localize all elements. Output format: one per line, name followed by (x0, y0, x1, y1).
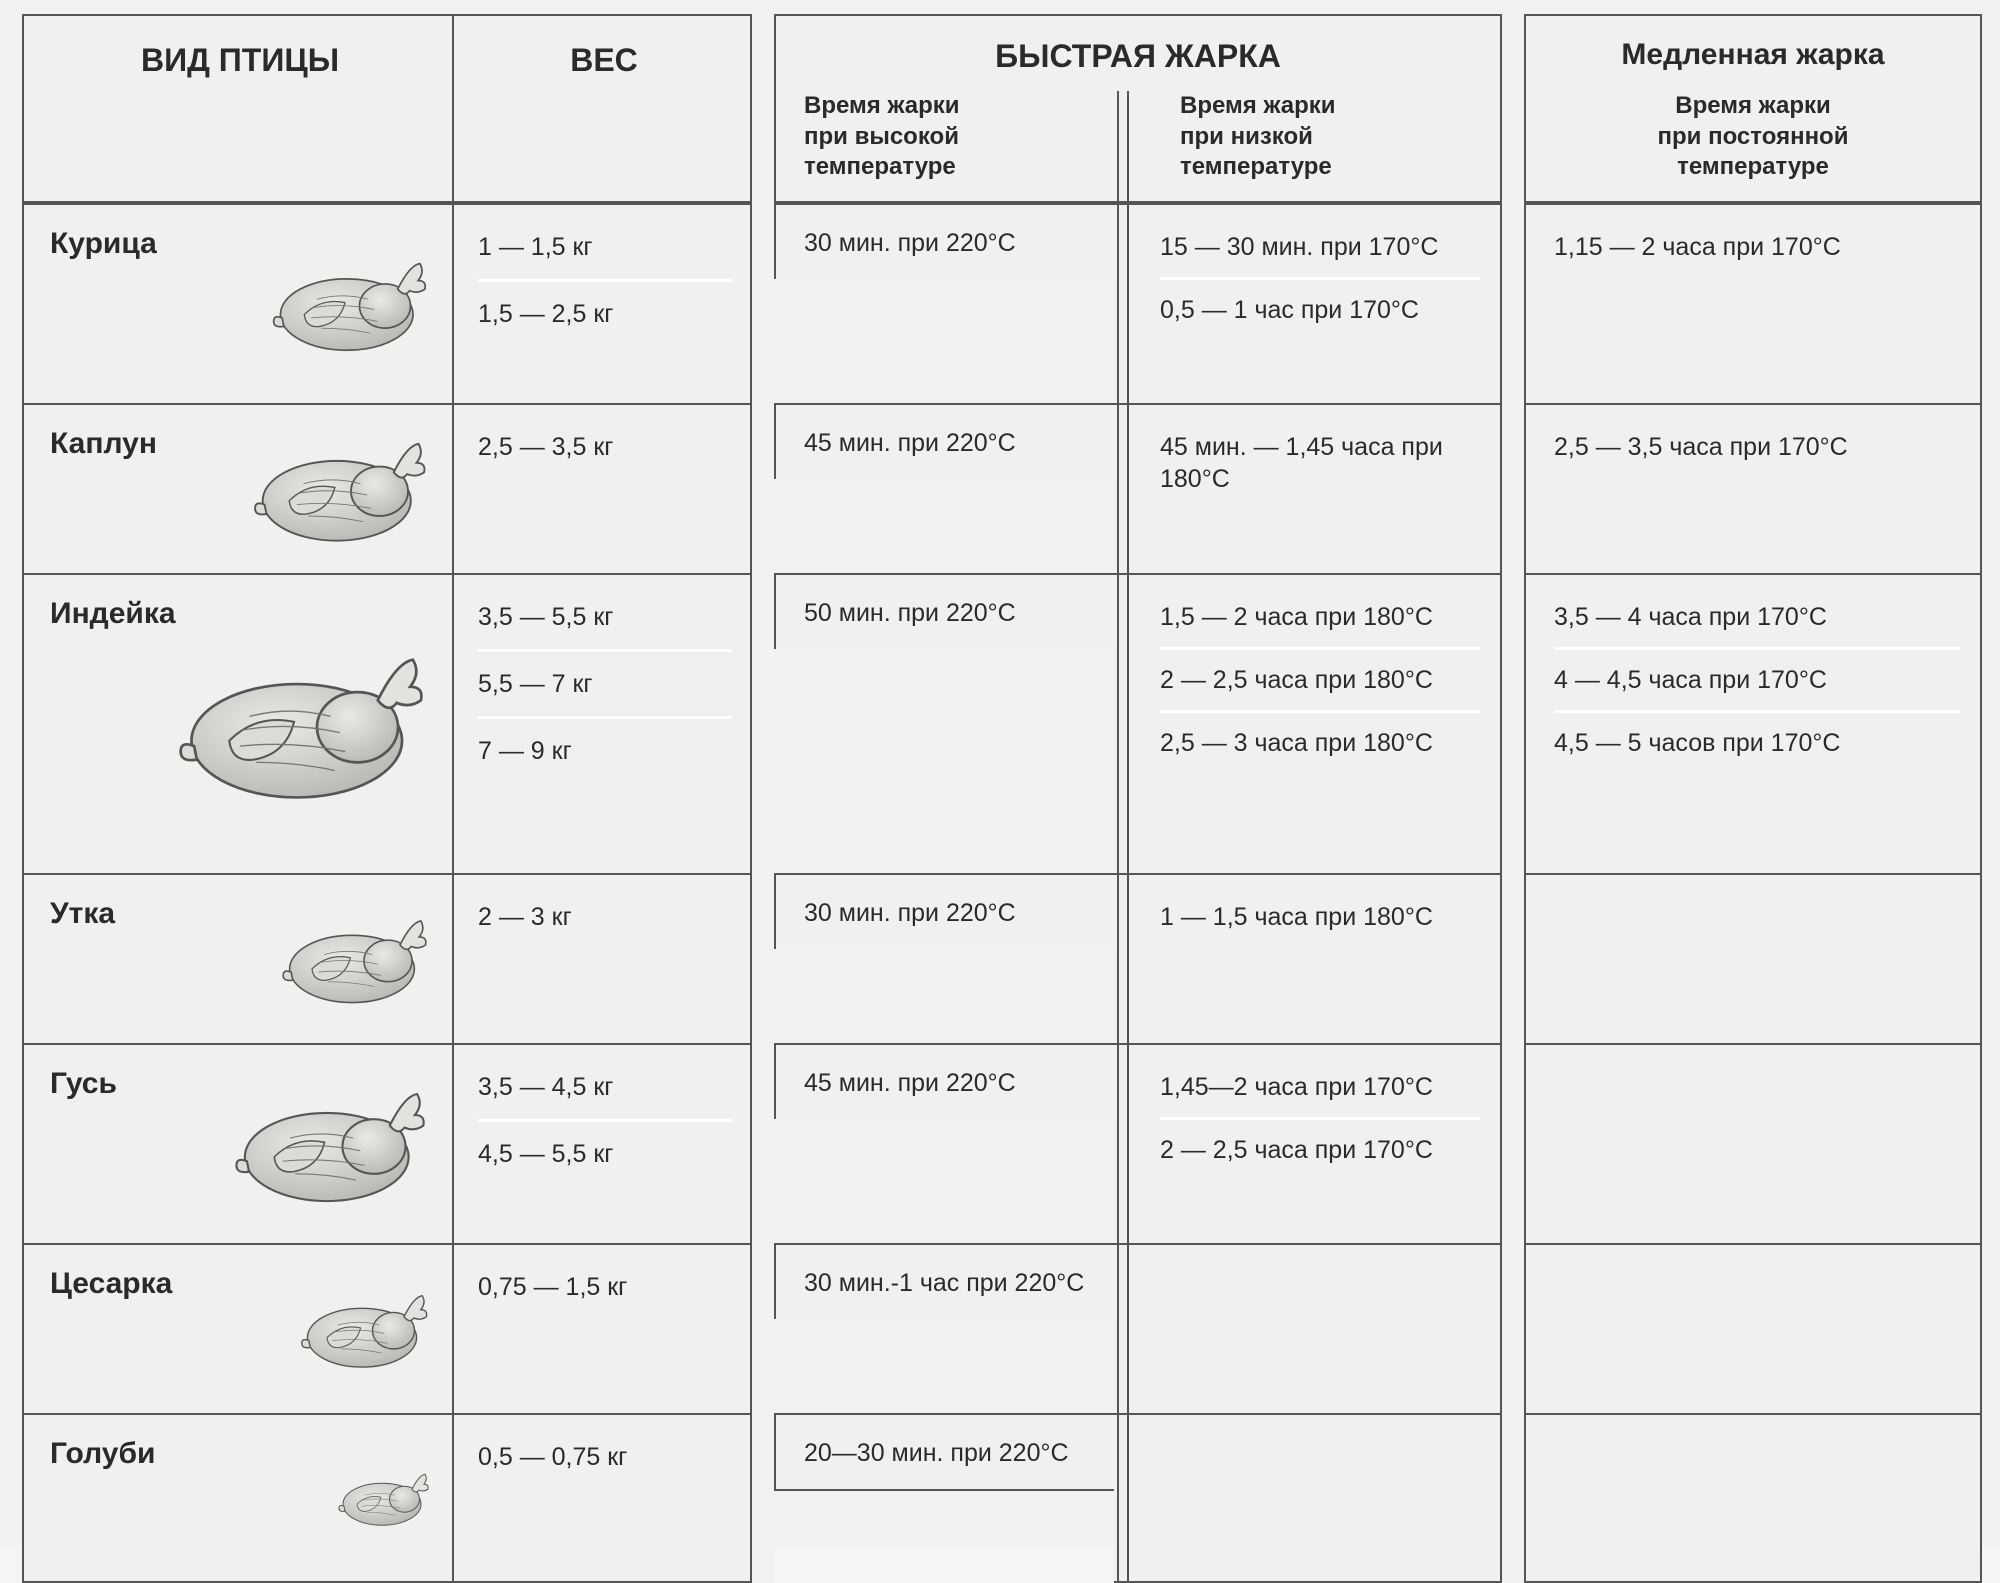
weight-value: 2 — 3 кг (478, 895, 732, 949)
header-slow-roast: Медленная жарка (1524, 14, 1982, 91)
poultry-icon (251, 434, 432, 548)
fast-high-value: 20—30 мин. при 220°C (804, 1437, 1069, 1469)
fast-high-cell: 20—30 мин. при 220°C (774, 1413, 1114, 1491)
poultry-icon (175, 646, 432, 808)
fast-low-cell: 15 — 30 мин. при 170°C0,5 — 1 час при 17… (1132, 203, 1502, 403)
fast-separator (1114, 1243, 1132, 1413)
subheader-fast-high: Время жаркипри высокойтемпературе (774, 91, 1114, 203)
slow-value: 3,5 — 4 часа при 170°C (1554, 597, 1960, 647)
fast-high-cell: 45 мин. при 220°C (774, 403, 1114, 479)
weight-cell: 2 — 3 кг (452, 873, 752, 1043)
slow-value: 1,15 — 2 часа при 170°C (1554, 227, 1960, 277)
poultry-icon (232, 1084, 432, 1210)
fast-low-value: 0,5 — 1 час при 170°C (1160, 277, 1480, 340)
weight-cell: 3,5 — 5,5 кг5,5 — 7 кг7 — 9 кг (452, 573, 752, 873)
fast-high-value: 45 мин. при 220°C (804, 1067, 1016, 1099)
weight-cell: 1 — 1,5 кг1,5 — 2,5 кг (452, 203, 752, 403)
fast-low-value: 15 — 30 мин. при 170°C (1160, 227, 1480, 277)
slow-cell: 1,15 — 2 часа при 170°C (1524, 203, 1982, 403)
weight-value: 3,5 — 5,5 кг (478, 595, 732, 649)
fast-low-value: 45 мин. — 1,45 часа при 180°C (1160, 427, 1480, 509)
bird-cell: Каплун (22, 403, 452, 573)
slow-cell: 3,5 — 4 часа при 170°C4 — 4,5 часа при 1… (1524, 573, 1982, 873)
fast-high-value: 45 мин. при 220°C (804, 427, 1016, 459)
poultry-icon (270, 255, 432, 357)
fast-high-value: 50 мин. при 220°C (804, 597, 1016, 629)
fast-high-cell: 30 мин.-1 час при 220°C (774, 1243, 1114, 1319)
slow-cell: 2,5 — 3,5 часа при 170°C (1524, 403, 1982, 573)
fast-separator (1114, 873, 1132, 1043)
weight-value: 0,75 — 1,5 кг (478, 1265, 732, 1319)
subheader-fast-low: Время жаркипри низкойтемпературе (1132, 91, 1502, 203)
fast-separator (1114, 403, 1132, 573)
subheader-slow: Время жаркипри постояннойтемпературе (1524, 91, 1982, 203)
slow-cell (1524, 1243, 1982, 1413)
bird-cell: Цесарка (22, 1243, 452, 1413)
fast-separator (1114, 1043, 1132, 1243)
fast-separator (1114, 1413, 1132, 1583)
fast-low-cell (1132, 1243, 1502, 1413)
fast-high-cell: 45 мин. при 220°C (774, 1043, 1114, 1119)
fast-low-value: 1,45—2 часа при 170°C (1160, 1067, 1480, 1117)
weight-cell: 3,5 — 4,5 кг4,5 — 5,5 кг (452, 1043, 752, 1243)
fast-separator (1114, 203, 1132, 403)
bird-cell: Индейка (22, 573, 452, 873)
poultry-roasting-table: ВИД ПТИЦЫ ВЕС БЫСТРАЯ ЖАРКА Медленная жа… (22, 14, 1982, 1583)
bird-cell: Голуби (22, 1413, 452, 1583)
slow-cell (1524, 1413, 1982, 1583)
fast-low-cell (1132, 1413, 1502, 1583)
poultry-icon (337, 1469, 432, 1529)
slow-value: 4,5 — 5 часов при 170°C (1554, 710, 1960, 773)
weight-cell: 0,5 — 0,75 кг (452, 1413, 752, 1583)
weight-value: 5,5 — 7 кг (478, 649, 732, 716)
fast-low-value: 1,5 — 2 часа при 180°C (1160, 597, 1480, 647)
fast-high-cell: 30 мин. при 220°C (774, 873, 1114, 949)
fast-low-value: 2 — 2,5 часа при 180°C (1160, 647, 1480, 710)
fast-high-cell: 30 мин. при 220°C (774, 203, 1114, 279)
subheader-separator (1114, 91, 1132, 203)
fast-low-cell: 45 мин. — 1,45 часа при 180°C (1132, 403, 1502, 573)
weight-value: 4,5 — 5,5 кг (478, 1119, 732, 1186)
fast-low-value: 2 — 2,5 часа при 170°C (1160, 1117, 1480, 1180)
bird-cell: Курица (22, 203, 452, 403)
fast-low-cell: 1,5 — 2 часа при 180°C2 — 2,5 часа при 1… (1132, 573, 1502, 873)
weight-cell: 0,75 — 1,5 кг (452, 1243, 752, 1413)
fast-high-value: 30 мин. при 220°C (804, 897, 1016, 929)
fast-low-value: 2,5 — 3 часа при 180°C (1160, 710, 1480, 773)
header-bird-type: ВИД ПТИЦЫ (22, 14, 452, 203)
weight-value: 1,5 — 2,5 кг (478, 279, 732, 346)
fast-low-cell: 1,45—2 часа при 170°C2 — 2,5 часа при 17… (1132, 1043, 1502, 1243)
fast-high-value: 30 мин. при 220°C (804, 227, 1016, 259)
weight-cell: 2,5 — 3,5 кг (452, 403, 752, 573)
slow-cell (1524, 1043, 1982, 1243)
weight-value: 0,5 — 0,75 кг (478, 1435, 732, 1489)
header-fast-roast: БЫСТРАЯ ЖАРКА (774, 14, 1502, 91)
bird-name: Индейка (50, 595, 442, 633)
bird-cell: Гусь (22, 1043, 452, 1243)
poultry-roasting-table-page: ВИД ПТИЦЫ ВЕС БЫСТРАЯ ЖАРКА Медленная жа… (0, 0, 2000, 1546)
slow-value: 2,5 — 3,5 часа при 170°C (1554, 427, 1960, 477)
fast-high-cell: 50 мин. при 220°C (774, 573, 1114, 649)
bird-cell: Утка (22, 873, 452, 1043)
bird-name: Голуби (50, 1435, 442, 1473)
fast-low-value: 1 — 1,5 часа при 180°C (1160, 897, 1480, 947)
slow-value: 4 — 4,5 часа при 170°C (1554, 647, 1960, 710)
weight-value: 7 — 9 кг (478, 716, 732, 783)
fast-separator (1114, 573, 1132, 873)
weight-value: 1 — 1,5 кг (478, 225, 732, 279)
header-weight: ВЕС (452, 14, 752, 203)
slow-cell (1524, 873, 1982, 1043)
fast-high-value: 30 мин.-1 час при 220°C (804, 1267, 1084, 1299)
poultry-icon (280, 913, 432, 1009)
weight-value: 3,5 — 4,5 кг (478, 1065, 732, 1119)
poultry-icon (299, 1289, 432, 1373)
fast-low-cell: 1 — 1,5 часа при 180°C (1132, 873, 1502, 1043)
weight-value: 2,5 — 3,5 кг (478, 425, 732, 479)
